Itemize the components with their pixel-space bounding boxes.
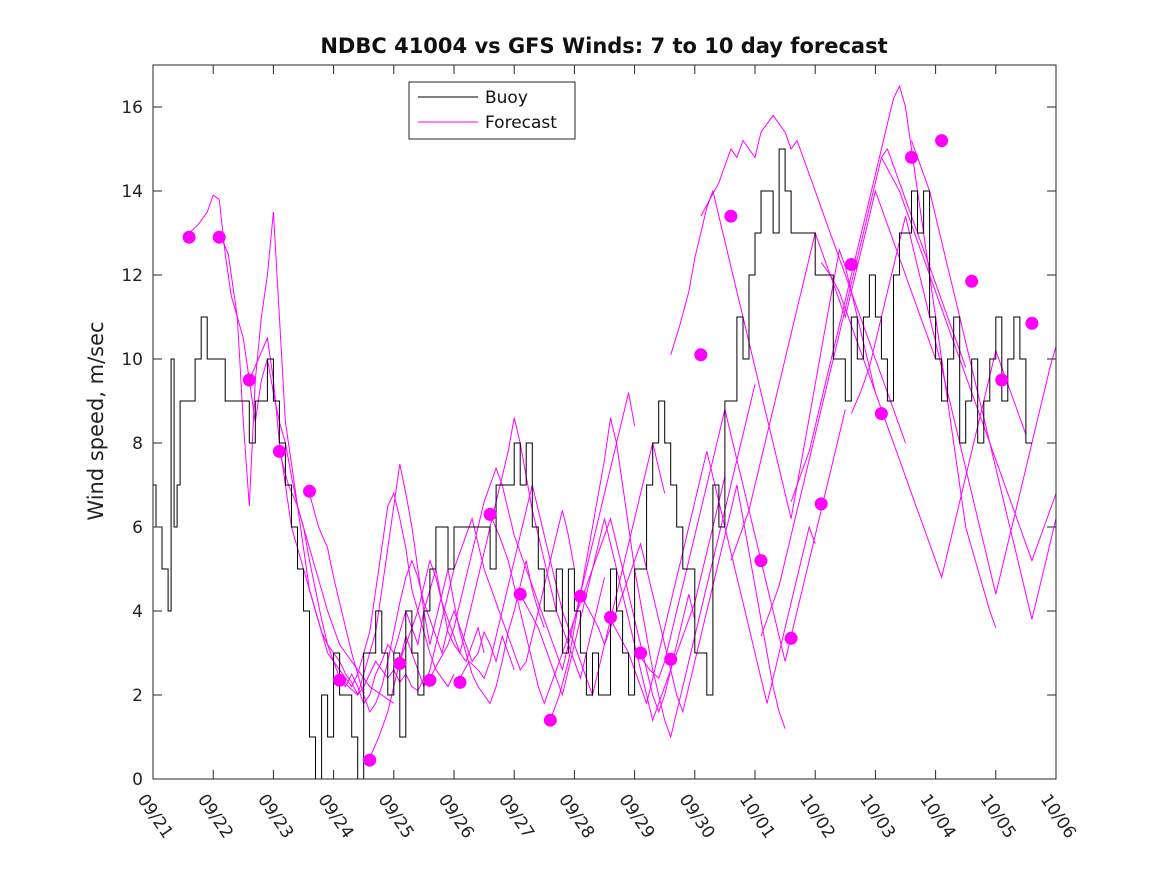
forecast-series-14 — [610, 451, 816, 706]
forecast-marker — [212, 230, 226, 244]
forecast-marker — [694, 348, 708, 362]
axes-frame — [152, 64, 1057, 780]
forecast-series-1 — [218, 211, 425, 696]
forecast-marker — [393, 657, 407, 670]
forecast-series-24 — [911, 140, 1056, 620]
y-axis: 0 2 4 6 8 10 12 14 16 — [121, 98, 1056, 790]
forecast-marker — [242, 373, 256, 387]
x-tick-label: 10/04 — [915, 791, 959, 843]
plot-area — [152, 64, 1057, 780]
forecast-series-4 — [309, 493, 515, 713]
forecast-markers — [182, 134, 1039, 767]
y-tick-label: 16 — [121, 98, 143, 118]
y-tick-label: 2 — [132, 686, 143, 706]
forecast-marker — [814, 497, 828, 511]
forecast-series-0 — [188, 194, 395, 704]
forecast-marker — [844, 258, 858, 271]
forecast-marker — [543, 713, 557, 727]
forecast-marker — [423, 673, 437, 687]
y-tick-label: 8 — [132, 434, 143, 454]
forecast-series-10 — [489, 514, 696, 714]
y-tick-label: 0 — [132, 770, 143, 790]
buoy-series — [153, 148, 1032, 779]
chart-title: NDBC 41004 vs GFS Winds: 7 to 10 day for… — [320, 34, 887, 58]
y-tick-label: 14 — [121, 182, 143, 202]
x-tick-label: 09/27 — [494, 791, 538, 843]
forecast-marker — [303, 484, 316, 498]
forecast-series-22 — [850, 216, 1056, 595]
forecast-marker — [754, 554, 768, 568]
forecast-marker — [333, 673, 347, 687]
forecast-marker — [724, 209, 738, 223]
x-tick-label: 09/28 — [554, 791, 598, 843]
forecast-series-19 — [760, 147, 967, 637]
legend-buoy-label: Buoy — [485, 88, 528, 108]
y-tick-label: 12 — [121, 266, 143, 286]
x-tick-label: 10/01 — [735, 791, 779, 843]
forecast-marker — [784, 631, 798, 645]
legend: Buoy Forecast — [408, 81, 576, 140]
forecast-series-9 — [459, 442, 666, 697]
x-tick-label: 10/03 — [855, 791, 899, 843]
y-axis-label: Wind speed, m/sec — [84, 321, 108, 520]
forecast-marker — [874, 407, 888, 421]
x-tick-label: 09/26 — [434, 791, 478, 843]
x-tick-label: 10/02 — [795, 791, 839, 843]
y-tick-label: 10 — [121, 350, 143, 370]
forecast-series-13 — [579, 484, 786, 729]
forecast-marker — [513, 587, 527, 601]
forecast-series-8 — [429, 392, 636, 679]
forecast-series-20 — [790, 84, 997, 628]
forecast-marker — [182, 230, 196, 244]
x-tick-label: 09/21 — [133, 791, 177, 843]
forecast-series-21 — [820, 262, 1027, 580]
forecast-marker — [1025, 316, 1039, 330]
x-tick-label: 09/30 — [675, 791, 719, 843]
forecast-marker — [995, 373, 1009, 387]
forecast-marker — [905, 150, 918, 164]
forecast-series-18 — [730, 189, 937, 561]
x-tick-label: 10/05 — [976, 791, 1020, 843]
x-tick-label: 09/24 — [313, 791, 357, 843]
legend-forecast-label: Forecast — [485, 113, 557, 133]
y-tick-label: 4 — [132, 602, 143, 622]
forecast-marker — [965, 274, 979, 288]
forecast-marker — [634, 646, 648, 660]
forecast-marker — [604, 610, 617, 624]
forecast-marker — [453, 675, 467, 689]
axes-background — [153, 65, 1056, 779]
forecast-marker — [272, 444, 286, 458]
forecast-series-12 — [549, 384, 756, 739]
buoy-line-group — [153, 148, 1032, 779]
forecast-marker — [573, 589, 587, 603]
forecast-series-17 — [700, 114, 906, 444]
x-tick-label: 09/29 — [614, 791, 658, 843]
forecast-series-7 — [399, 417, 605, 680]
forecast-marker — [935, 134, 949, 148]
forecast-series-6 — [369, 510, 575, 759]
forecast-series-11 — [519, 476, 726, 722]
y-tick-label: 6 — [132, 518, 143, 538]
x-tick-label: 09/25 — [374, 791, 418, 843]
x-tick-label: 10/06 — [1036, 791, 1080, 843]
legend-box — [408, 81, 576, 140]
forecast-marker — [483, 507, 497, 521]
x-tick-label: 09/22 — [193, 791, 237, 843]
forecast-marker — [664, 652, 678, 666]
x-tick-label: 09/23 — [253, 791, 297, 843]
forecast-series-15 — [640, 409, 846, 680]
forecast-marker — [363, 753, 377, 767]
